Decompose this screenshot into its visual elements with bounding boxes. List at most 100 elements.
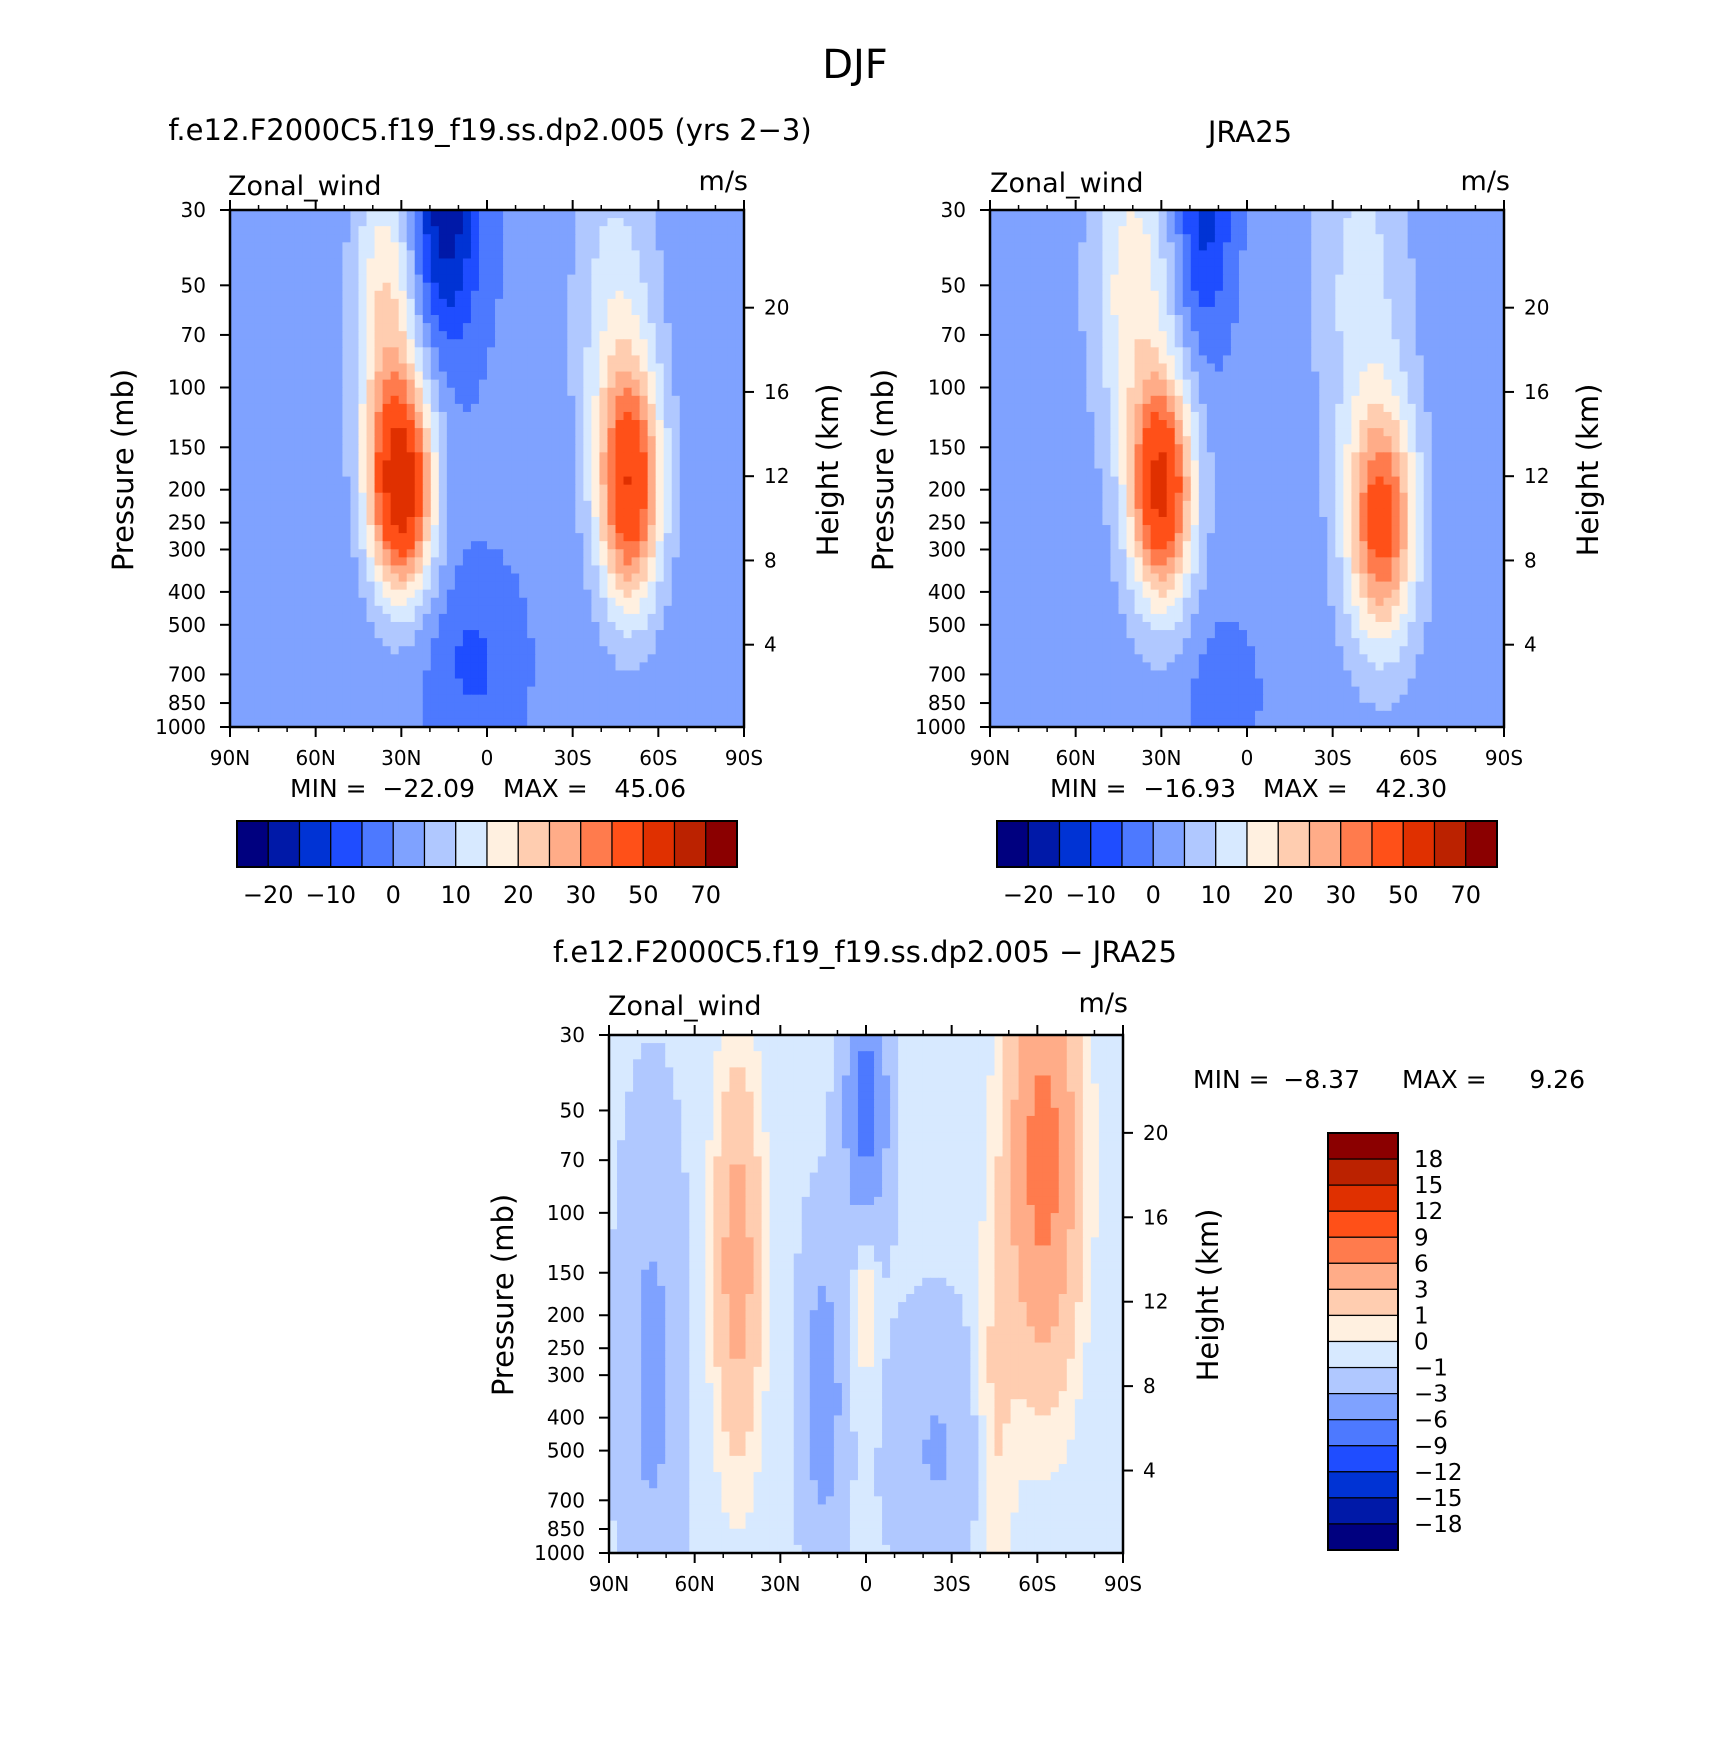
contour-cell	[1006, 290, 1015, 300]
contour-cell	[230, 274, 239, 284]
contour-cell	[294, 274, 303, 284]
contour-cell	[1158, 234, 1168, 243]
contour-cell	[302, 250, 311, 260]
contour-cell	[495, 646, 504, 655]
contour-cell	[382, 581, 392, 591]
contour-cell	[695, 525, 705, 534]
contour-cell	[422, 468, 432, 478]
contour-cell	[350, 242, 360, 251]
contour-cell	[727, 460, 737, 470]
contour-cell	[366, 266, 376, 276]
contour-cell	[679, 476, 689, 486]
contour-cell	[671, 541, 681, 550]
contour-cell	[1174, 226, 1184, 235]
contour-cell	[703, 516, 713, 526]
contour-cell	[567, 234, 576, 243]
contour-cell	[631, 355, 641, 365]
contour-cell	[631, 428, 641, 437]
contour-cell	[478, 266, 488, 276]
contour-cell	[663, 355, 673, 365]
contour-cell	[687, 557, 697, 567]
contour-cell	[326, 516, 336, 526]
contour-cell	[599, 638, 609, 647]
contour-cell	[1086, 282, 1096, 292]
contour-cell	[1046, 266, 1055, 276]
contour-cell	[398, 444, 408, 453]
contour-cell	[583, 605, 593, 615]
contour-cell	[591, 541, 601, 550]
contour-cell	[519, 315, 528, 324]
contour-cell	[262, 597, 271, 607]
contour-cell	[527, 516, 536, 526]
contour-cell	[623, 234, 633, 243]
contour-cell	[454, 339, 464, 348]
contour-cell	[382, 621, 392, 631]
contour-cell	[647, 226, 657, 235]
contour-cell	[655, 654, 665, 663]
contour-cell	[478, 420, 488, 429]
contour-cell	[398, 323, 408, 332]
contour-cell	[318, 452, 327, 462]
contour-cell	[366, 242, 376, 251]
contour-cell	[350, 565, 360, 575]
contour-cell	[695, 371, 705, 381]
contour-cell	[639, 266, 649, 276]
contour-cell	[647, 565, 657, 575]
contour-cell	[559, 371, 568, 381]
contour-cell	[382, 234, 392, 243]
contour-cell	[438, 573, 448, 583]
contour-cell	[422, 597, 432, 607]
contour-cell	[1247, 298, 1256, 308]
contour-cell	[607, 347, 617, 357]
contour-cell	[334, 516, 344, 526]
contour-cell	[1247, 250, 1256, 260]
contour-cell	[406, 484, 416, 494]
contour-cell	[583, 339, 593, 348]
contour-cell	[1335, 282, 1344, 292]
contour-cell	[422, 573, 432, 583]
contour-cell	[727, 694, 737, 704]
contour-cell	[454, 290, 464, 300]
contour-cell	[1142, 274, 1152, 284]
contour-cell	[487, 420, 496, 429]
contour-cell	[567, 266, 576, 276]
contour-cell	[414, 274, 424, 284]
contour-cell	[414, 541, 424, 550]
contour-cell	[1271, 226, 1280, 235]
contour-cell	[695, 541, 705, 550]
contour-cell	[454, 710, 464, 720]
contour-cell	[607, 444, 617, 453]
contour-cell	[519, 710, 528, 720]
contour-cell	[711, 686, 721, 696]
contour-cell	[398, 557, 408, 567]
contour-cell	[454, 541, 464, 550]
contour-cell	[647, 605, 657, 615]
contour-cell	[374, 403, 384, 413]
contour-cell	[535, 452, 544, 462]
contour-cell	[487, 646, 496, 655]
contour-cell	[1359, 242, 1369, 251]
contour-cell	[679, 347, 689, 357]
contour-cell	[358, 589, 368, 599]
contour-cell	[607, 274, 617, 284]
contour-cell	[422, 290, 432, 300]
contour-cell	[1126, 266, 1136, 276]
contour-cell	[398, 290, 408, 300]
contour-cell	[663, 403, 673, 413]
contour-cell	[1086, 290, 1096, 300]
contour-cell	[406, 347, 416, 357]
contour-cell	[302, 306, 311, 316]
contour-cell	[559, 460, 568, 470]
contour-cell	[575, 339, 584, 348]
contour-cell	[687, 411, 697, 421]
contour-cell	[647, 630, 657, 639]
contour-cell	[671, 274, 681, 284]
contour-cell	[1142, 282, 1152, 292]
contour-cell	[511, 274, 520, 284]
contour-cell	[1255, 282, 1264, 292]
contour-cell	[230, 541, 239, 550]
contour-cell	[727, 565, 737, 575]
contour-cell	[663, 686, 673, 696]
contour-cell	[1174, 298, 1184, 308]
contour-cell	[727, 290, 737, 300]
